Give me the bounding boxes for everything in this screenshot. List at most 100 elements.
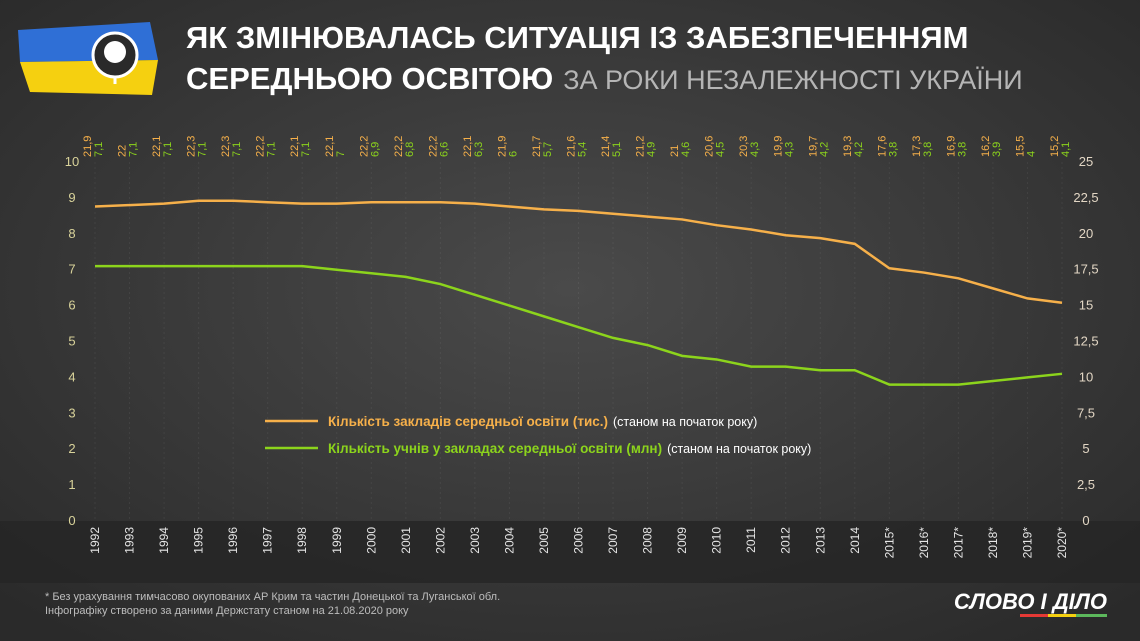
value-label: 4,6	[680, 142, 692, 157]
value-label: 21,9	[496, 136, 508, 157]
brand-bar	[1076, 614, 1107, 617]
value-label: 21,2	[635, 136, 647, 157]
value-label: 15,5	[1014, 136, 1026, 157]
title-line: ЯК ЗМІНЮВАЛАСЬ СИТУАЦІЯ ІЗ ЗАБЕЗПЕЧЕННЯМ	[186, 20, 969, 55]
y2-tick-label: 17,5	[1073, 262, 1098, 277]
value-label: 21,4	[600, 136, 612, 157]
value-label: 20,6	[704, 136, 716, 157]
x-tick-label: 2008	[641, 527, 655, 554]
value-label: 21,9	[82, 136, 94, 157]
value-label: 7	[335, 151, 347, 157]
value-label: 22,2	[358, 136, 370, 157]
x-tick-label: 2004	[502, 527, 516, 554]
y-tick-label: 6	[68, 298, 75, 313]
value-label: 22,2	[427, 136, 439, 157]
value-label: 16,2	[980, 136, 992, 157]
value-label: 6,9	[369, 142, 381, 157]
footnote: * Без урахування тимчасово окупованих АР…	[45, 591, 500, 603]
subtitle: ЗА РОКИ НЕЗАЛЕЖНОСТІ УКРАЇНИ	[563, 65, 1022, 95]
value-label: 22,1	[289, 136, 301, 157]
y2-tick-label: 10	[1079, 369, 1093, 384]
legend-label: Кількість закладів середньої освіти (тис…	[328, 414, 608, 429]
value-label: 4,1	[1060, 142, 1072, 157]
value-label: 7,1	[197, 142, 209, 157]
value-label: 21,7	[531, 136, 543, 157]
value-label: 5,1	[611, 142, 623, 157]
legend-note: (станом на початок року)	[667, 442, 811, 456]
value-label: 4,2	[853, 142, 865, 157]
x-tick-label: 2020*	[1055, 527, 1069, 559]
value-label: 3,9	[991, 142, 1003, 157]
value-label: 5,7	[542, 142, 554, 157]
value-label: 3,8	[956, 142, 968, 157]
x-tick-label: 2016*	[917, 527, 931, 559]
y-tick-label: 10	[65, 154, 79, 169]
value-label: 4,2	[818, 142, 830, 157]
x-tick-label: 2006	[572, 527, 586, 554]
x-tick-label: 1998	[295, 527, 309, 554]
x-tick-label: 1992	[88, 527, 102, 554]
series-line	[95, 264, 1063, 386]
value-label: 22,2	[393, 136, 405, 157]
value-label: 4	[1025, 151, 1037, 157]
y-tick-label: 8	[68, 226, 75, 241]
value-label: 17,3	[911, 136, 923, 157]
y2-tick-label: 7,5	[1077, 405, 1095, 420]
y2-tick-label: 15	[1079, 298, 1093, 313]
value-label: 4,5	[715, 142, 727, 157]
x-tick-label: 2014	[848, 527, 862, 554]
value-label: 22,2	[255, 136, 267, 157]
x-tick-label: 2009	[675, 527, 689, 554]
value-label: 7,1	[162, 142, 174, 157]
x-tick-label: 2012	[779, 527, 793, 554]
value-label: 15,2	[1049, 136, 1061, 157]
brand: СЛОВО І ДІЛО	[954, 589, 1107, 614]
value-label: 6,6	[438, 142, 450, 157]
x-tick-label: 2003	[468, 527, 482, 554]
y-tick-label: 5	[68, 334, 75, 349]
y2-tick-label: 20	[1079, 226, 1093, 241]
x-tick-label: 2001	[399, 527, 413, 554]
x-tick-label: 1999	[330, 527, 344, 554]
value-label: 21	[669, 145, 681, 157]
x-tick-label: 2019*	[1020, 527, 1034, 559]
value-label: 6,8	[404, 142, 416, 157]
x-tick-label: 2013	[813, 527, 827, 554]
title: СЕРЕДНЬОЮ ОСВІТОЮ ЗА РОКИ НЕЗАЛЕЖНОСТІ УК…	[186, 61, 1023, 96]
value-label: 22,1	[462, 136, 474, 157]
y-tick-label: 4	[68, 369, 75, 384]
value-label: 7,1	[128, 142, 140, 157]
x-tick-label: 2011	[744, 527, 758, 553]
value-label: 7,1	[266, 142, 278, 157]
y2-tick-label: 22,5	[1073, 190, 1098, 205]
value-label: 7,1	[231, 142, 243, 157]
value-label: 22	[117, 145, 129, 157]
y-tick-label: 2	[68, 441, 75, 456]
value-label: 3,8	[887, 142, 899, 157]
y2-tick-label: 2,5	[1077, 477, 1095, 492]
value-label: 19,9	[773, 136, 785, 157]
value-label: 7,1	[300, 142, 312, 157]
y2-tick-label: 0	[1082, 513, 1089, 528]
y-tick-label: 9	[68, 190, 75, 205]
value-label: 22,1	[151, 136, 163, 157]
value-label: 4,3	[749, 142, 761, 157]
y2-tick-label: 5	[1082, 441, 1089, 456]
x-tick-label: 2007	[606, 527, 620, 554]
value-label: 7,1	[93, 142, 105, 157]
x-tick-label: 1997	[261, 527, 275, 554]
value-label: 22,3	[186, 136, 198, 157]
y-tick-label: 0	[68, 513, 75, 528]
x-tick-label: 2002	[433, 527, 447, 554]
x-tick-label: 1996	[226, 527, 240, 554]
x-tick-label: 2005	[537, 527, 551, 554]
y2-tick-label: 25	[1079, 154, 1093, 169]
x-tick-label: 2000	[364, 527, 378, 554]
legend-entry: Кількість закладів середньої освіти (тис…	[328, 414, 757, 429]
brand-bar	[1020, 614, 1048, 617]
footnote: Інфографіку створено за даними Держстату…	[45, 605, 409, 617]
x-tick-label: 1994	[157, 527, 171, 554]
brand-bar	[1048, 614, 1076, 617]
value-label: 22,3	[220, 136, 232, 157]
